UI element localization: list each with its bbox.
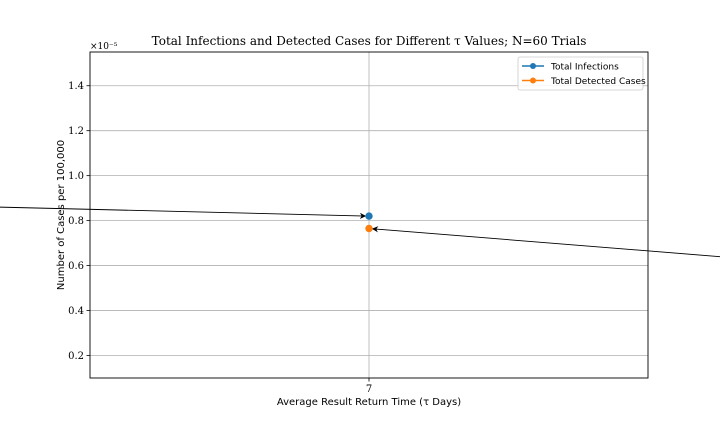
x-axis-label: Average Result Return Time (τ Days) (277, 397, 461, 408)
x-axis: 7 (366, 378, 372, 395)
legend-marker (530, 77, 536, 84)
y-axis-label: Number of Cases per 100,000 (56, 140, 67, 290)
legend-marker (530, 63, 536, 69)
y-axis: 0.2 0.4 0.6 0.8 1.0 1.2 1.4 (68, 81, 90, 362)
annotations (0, 206, 720, 258)
y-tick-label: 0.6 (68, 261, 84, 272)
legend-label: Total Detected Cases (550, 77, 646, 87)
y-tick-label: 0.2 (68, 351, 84, 362)
y-tick-label: 1.0 (68, 171, 84, 182)
y-tick-label: 0.4 (68, 306, 84, 317)
x-tick-label: 7 (366, 384, 372, 395)
chart-title: Total Infections and Detected Cases for … (152, 34, 587, 48)
legend-box (517, 56, 644, 91)
y-tick-label: 0.8 (68, 216, 84, 227)
y-tick-label: 1.2 (68, 126, 84, 137)
legend: Total Infections Total Detected Cases (517, 56, 646, 91)
y-tick-label: 1.4 (68, 81, 84, 92)
infections-arrow (0, 206, 367, 220)
data-point (365, 224, 373, 233)
y-exponent-label: ×10⁻⁵ (90, 42, 118, 52)
data-points (365, 212, 373, 233)
detected-arrow (371, 226, 720, 258)
legend-label: Total Infections (550, 63, 619, 73)
grid-lines (90, 52, 648, 378)
data-point (365, 212, 373, 220)
